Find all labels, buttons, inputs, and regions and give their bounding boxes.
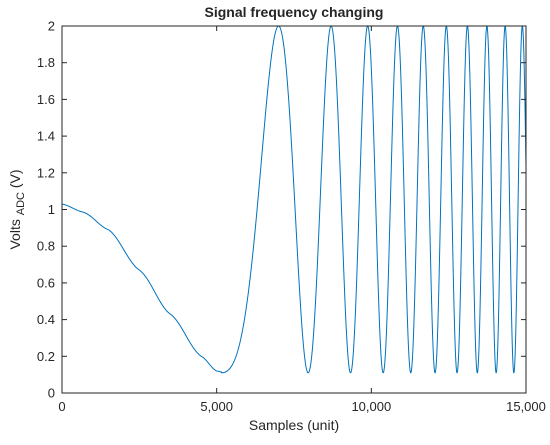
series-line — [62, 26, 526, 374]
x-tick-label: 5,000 — [200, 399, 233, 414]
y-axis: 0 0.2 0.4 0.6 0.8 1 1.2 1.4 1.6 1.8 2 — [37, 19, 526, 401]
y-axis-label-subscript: ADC — [15, 192, 27, 215]
y-tick-label: 0.8 — [37, 239, 55, 254]
y-tick-label: 1.4 — [37, 129, 55, 144]
chart-title: Signal frequency changing — [205, 4, 384, 20]
y-tick-label: 0 — [48, 386, 55, 401]
plot-area — [61, 25, 527, 394]
x-tick-label: 0 — [58, 399, 65, 414]
y-tick-label: 1.2 — [37, 165, 55, 180]
x-tick-label: 15,000 — [506, 399, 546, 414]
y-tick-label: 0.4 — [37, 312, 55, 327]
y-tick-label: 0.2 — [37, 349, 55, 364]
x-axis-label: Samples (unit) — [249, 417, 339, 433]
y-tick-label: 0.6 — [37, 275, 55, 290]
y-tick-label: 1.8 — [37, 55, 55, 70]
y-tick-label: 2 — [48, 19, 55, 34]
y-axis-label-main: Volts — [7, 219, 23, 249]
y-axis-label: Volts ADC (V) — [7, 169, 27, 249]
y-tick-label: 1 — [48, 202, 55, 217]
y-tick-label: 1.6 — [37, 92, 55, 107]
axes-box — [61, 25, 527, 394]
x-axis: 0 5,000 10,000 15,000 — [58, 26, 546, 414]
x-tick-label: 10,000 — [351, 399, 391, 414]
y-axis-label-suffix: (V) — [7, 169, 23, 188]
